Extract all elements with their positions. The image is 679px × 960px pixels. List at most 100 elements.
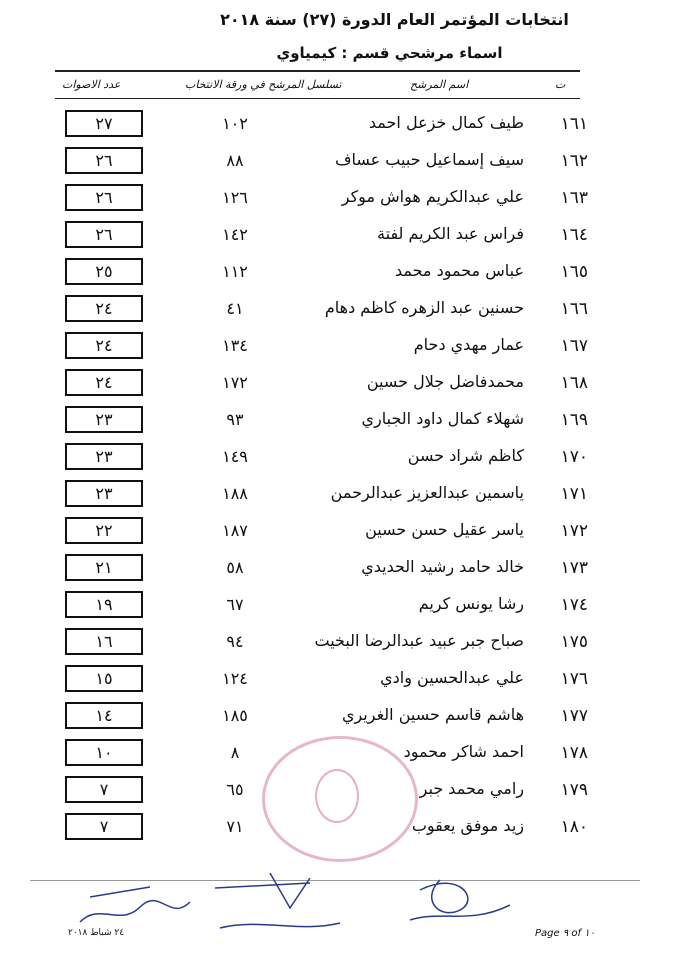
candidate-name: صباح جبر عبيد عبدالرضا البخيت xyxy=(314,631,524,650)
row-index: ١٧٦ xyxy=(560,669,588,689)
table-row: ١٧٣ خالد حامد رشيد الحديدي ٥٨ ٢١ xyxy=(0,552,679,586)
ballot-sequence: ١١٢ xyxy=(222,262,248,281)
table-row: ١٦٤ فراس عبد الكريم لفتة ١٤٢ ٢٦ xyxy=(0,219,679,253)
candidate-name: كاظم شراد حسن xyxy=(407,446,524,465)
vote-count: ٢٣ xyxy=(65,480,143,507)
vote-count: ٢١ xyxy=(65,554,143,581)
ballot-sequence: ١٨٥ xyxy=(222,706,248,725)
row-index: ١٧٩ xyxy=(560,780,588,800)
document-subtitle: اسماء مرشحي قسم : كيمياوي xyxy=(276,44,503,62)
vote-count: ٢٤ xyxy=(65,369,143,396)
candidate-name: طيف كمال خزعل احمد xyxy=(368,113,524,132)
table-row: ١٧٥ صباح جبر عبيد عبدالرضا البخيت ٩٤ ١٦ xyxy=(0,626,679,660)
row-index: ١٦٥ xyxy=(560,262,588,282)
row-index: ١٦٧ xyxy=(560,336,588,356)
vote-count: ١٠ xyxy=(65,739,143,766)
table-row: ١٦٧ عمار مهدي دحام ١٣٤ ٢٤ xyxy=(0,330,679,364)
candidate-name: فراس عبد الكريم لفتة xyxy=(377,224,524,243)
vote-count: ٢٣ xyxy=(65,406,143,433)
ballot-sequence: ٦٥ xyxy=(226,780,244,799)
ballot-sequence: ١٤٩ xyxy=(222,447,248,466)
table-row: ١٧٧ هاشم قاسم حسين الغريري ١٨٥ ١٤ xyxy=(0,700,679,734)
ballot-sequence: ٤١ xyxy=(226,299,244,318)
vote-count: ٢٢ xyxy=(65,517,143,544)
candidate-name: حسنين عبد الزهره كاظم دهام xyxy=(324,298,524,317)
table-row: ١٦١ طيف كمال خزعل احمد ١٠٢ ٢٧ xyxy=(0,108,679,142)
row-index: ١٧٨ xyxy=(560,743,588,763)
candidate-name: خالد حامد رشيد الحديدي xyxy=(361,557,524,576)
ballot-sequence: ٩٤ xyxy=(226,632,244,651)
table-row: ١٦٨ محمدفاضل جلال حسين ١٧٢ ٢٤ xyxy=(0,367,679,401)
table-row: ١٧٤ رشا يونس كريم ٦٧ ١٩ xyxy=(0,589,679,623)
table-row: ١٦٦ حسنين عبد الزهره كاظم دهام ٤١ ٢٤ xyxy=(0,293,679,327)
table-row: ١٧٨ احمد شاكر محمود ٨ ١٠ xyxy=(0,737,679,771)
candidate-name: علي عبدالحسين وادي xyxy=(380,668,524,687)
ballot-sequence: ١٠٢ xyxy=(222,114,248,133)
table-row: ١٧٢ ياسر عقيل حسن حسين ١٨٧ ٢٢ xyxy=(0,515,679,549)
candidate-name: سيف إسماعيل حبيب عساف xyxy=(334,150,524,169)
vote-count: ١٤ xyxy=(65,702,143,729)
row-index: ١٧٥ xyxy=(560,632,588,652)
signature-2 xyxy=(214,872,341,929)
ballot-sequence: ١٧٢ xyxy=(222,373,248,392)
top-rule xyxy=(55,70,580,72)
table-row: ١٦٢ سيف إسماعيل حبيب عساف ٨٨ ٢٦ xyxy=(0,145,679,179)
table-row: ١٦٩ شهلاء كمال داود الجباري ٩٣ ٢٣ xyxy=(0,404,679,438)
table-row: ١٧١ ياسمين عبدالعزيز عبدالرحمن ١٨٨ ٢٣ xyxy=(0,478,679,512)
table-row: ١٦٥ عباس محمود محمد ١١٢ ٢٥ xyxy=(0,256,679,290)
ballot-sequence: ١٨٧ xyxy=(222,521,248,540)
row-index: ١٧٢ xyxy=(560,521,588,541)
ballot-sequence: ٨٨ xyxy=(226,151,244,170)
vote-count: ١٦ xyxy=(65,628,143,655)
vote-count: ٢٥ xyxy=(65,258,143,285)
table-row: ١٦٣ علي عبدالكريم هواش موكر ١٢٦ ٢٦ xyxy=(0,182,679,216)
row-index: ١٦٢ xyxy=(560,151,588,171)
vote-count: ٢٦ xyxy=(65,184,143,211)
ballot-sequence: ١٢٤ xyxy=(222,669,248,688)
vote-count: ٢٧ xyxy=(65,110,143,137)
candidate-name: احمد شاكر محمود xyxy=(403,742,524,761)
table-row: ١٧٦ علي عبدالحسين وادي ١٢٤ ١٥ xyxy=(0,663,679,697)
candidate-name: محمدفاضل جلال حسين xyxy=(366,372,524,391)
candidate-name: ياسر عقيل حسن حسين xyxy=(365,520,524,539)
row-index: ١٧٠ xyxy=(560,447,588,467)
table-row: ١٨٠ زيد موفق يعقوب ٧١ ٧ xyxy=(0,811,679,845)
row-index: ١٦٣ xyxy=(560,188,588,208)
row-index: ١٦٦ xyxy=(560,299,588,319)
ballot-sequence: ٥٨ xyxy=(226,558,244,577)
row-index: ١٧٣ xyxy=(560,558,588,578)
col-header-votes: عدد الاصوات xyxy=(62,78,121,91)
row-index: ١٧٤ xyxy=(560,595,588,615)
row-index: ١٦٩ xyxy=(560,410,588,430)
row-index: ١٧٧ xyxy=(560,706,588,726)
row-index: ١٦٤ xyxy=(560,225,588,245)
candidate-name: زيد موفق يعقوب xyxy=(411,816,524,835)
ballot-sequence: ٨ xyxy=(230,743,240,762)
row-index: ١٦١ xyxy=(560,114,588,134)
ballot-sequence: ٦٧ xyxy=(226,595,244,614)
header-rule xyxy=(55,98,580,99)
ballot-sequence: ١٢٦ xyxy=(222,188,248,207)
candidate-name: عباس محمود محمد xyxy=(394,261,524,280)
vote-count: ٧ xyxy=(65,776,143,803)
candidate-name: علي عبدالكريم هواش موكر xyxy=(341,187,524,206)
col-header-name: اسم المرشح xyxy=(410,78,469,91)
ballot-sequence: ١٣٤ xyxy=(222,336,248,355)
vote-count: ٢٤ xyxy=(65,332,143,359)
vote-count: ٢٦ xyxy=(65,221,143,248)
row-index: ١٦٨ xyxy=(560,373,588,393)
candidate-name: عمار مهدي دحام xyxy=(413,335,524,354)
row-index: ١٧١ xyxy=(560,484,588,504)
ballot-sequence: ١٤٢ xyxy=(222,225,248,244)
col-header-sequence: تسلسل المرشح في ورقة الانتخاب xyxy=(185,78,342,91)
vote-count: ١٩ xyxy=(65,591,143,618)
vote-count: ٧ xyxy=(65,813,143,840)
page-number: Page ٩ of ١٠ xyxy=(535,928,595,939)
footer-date: ٢٤ شباط ٢٠١٨ xyxy=(68,928,125,938)
ballot-sequence: ٩٣ xyxy=(226,410,244,429)
document-title: انتخابات المؤتمر العام الدورة (٢٧) سنة ٢… xyxy=(220,10,569,29)
row-index: ١٨٠ xyxy=(560,817,588,837)
vote-count: ٢٤ xyxy=(65,295,143,322)
candidate-name: رامي محمد جبر xyxy=(419,779,524,798)
official-stamp xyxy=(262,736,418,862)
